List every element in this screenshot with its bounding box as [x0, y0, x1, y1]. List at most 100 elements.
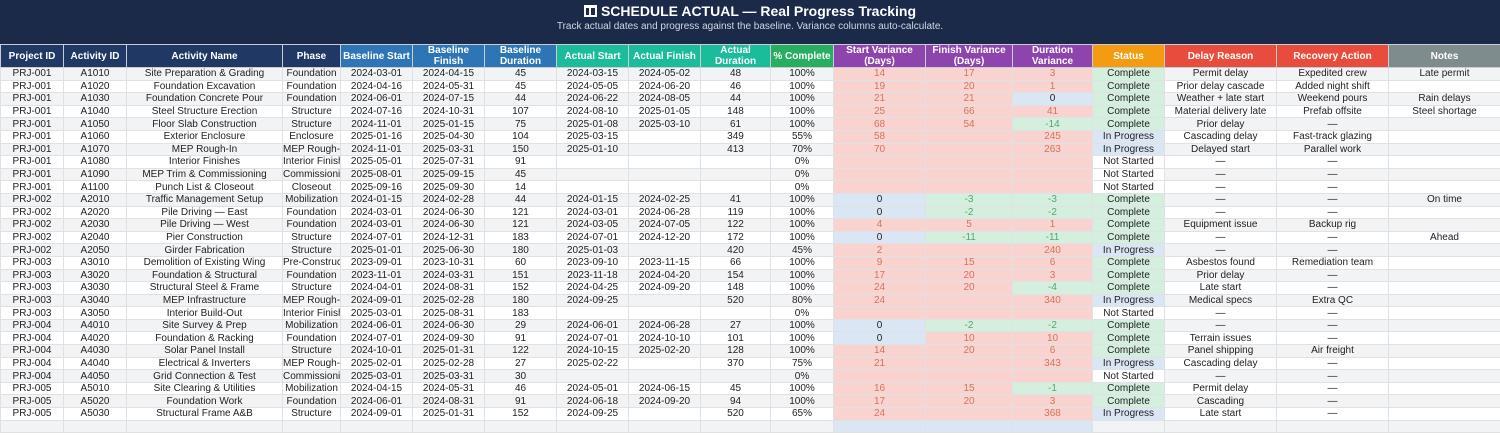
cell-project-id[interactable]: PRJ-001: [0, 155, 64, 169]
cell-start-variance-days[interactable]: 17: [833, 394, 926, 409]
cell-complete[interactable]: 100%: [770, 104, 834, 119]
cell-duration-variance[interactable]: [1012, 369, 1093, 383]
cell-activity-id[interactable]: A2010: [63, 192, 127, 207]
cell-finish-variance-days[interactable]: [925, 180, 1013, 194]
cell-activity-id[interactable]: A1040: [63, 104, 127, 119]
cell-activity-id[interactable]: A1010: [63, 67, 127, 81]
cell-project-id[interactable]: PRJ-003: [0, 268, 64, 283]
cell-baseline-start[interactable]: 2024-04-01: [340, 281, 413, 295]
cell-status[interactable]: Not Started: [1092, 167, 1165, 182]
cell-start-variance-days[interactable]: [833, 306, 926, 320]
cell-actual-start[interactable]: 2025-01-08: [556, 117, 629, 131]
cell-duration-variance[interactable]: 0: [1012, 92, 1093, 106]
cell-status[interactable]: In Progress: [1092, 243, 1165, 257]
cell-phase[interactable]: Interior Finishes: [282, 306, 341, 320]
cell-actual-finish[interactable]: 2024-09-20: [628, 394, 701, 409]
cell-actual-finish[interactable]: [628, 407, 701, 421]
column-header-activity-name[interactable]: Activity Name: [126, 44, 283, 68]
cell-baseline-finish[interactable]: 2024-07-15: [412, 92, 485, 106]
cell-baseline-finish[interactable]: 2024-08-31: [412, 394, 485, 409]
cell-delay-reason[interactable]: Cascading delay: [1164, 129, 1277, 144]
cell-start-variance-days[interactable]: 19: [833, 79, 926, 94]
cell-notes[interactable]: [1388, 167, 1500, 182]
cell-complete[interactable]: 100%: [770, 255, 834, 270]
cell-notes[interactable]: Rain delays: [1388, 92, 1500, 106]
cell-status[interactable]: Complete: [1092, 344, 1165, 358]
cell-delay-reason[interactable]: Medical specs: [1164, 293, 1277, 308]
cell-recovery-action[interactable]: —: [1276, 230, 1389, 245]
cell-notes[interactable]: [1388, 79, 1500, 94]
table-row[interactable]: PRJ-001 A1020 Foundation Excavation Foundat…: [0, 79, 1500, 94]
cell-activity-id[interactable]: A3050: [63, 306, 127, 320]
cell-phase[interactable]: Foundation: [282, 92, 341, 106]
cell-recovery-action[interactable]: —: [1276, 167, 1389, 182]
cell-status[interactable]: In Progress: [1092, 129, 1165, 144]
cell-actual-finish[interactable]: 2024-04-20: [628, 268, 701, 283]
cell-project-id[interactable]: PRJ-001: [0, 67, 64, 81]
cell-activity-name[interactable]: Traffic Management Setup: [126, 192, 283, 207]
cell-notes[interactable]: Late permit: [1388, 67, 1500, 81]
cell-phase[interactable]: Structure: [282, 243, 341, 257]
cell-delay-reason[interactable]: —: [1164, 318, 1277, 333]
cell-activity-id[interactable]: A4010: [63, 318, 127, 333]
table-row[interactable]: PRJ-001 A1060 Exterior Enclosure Enclosure 2…: [0, 129, 1500, 144]
cell-baseline-finish[interactable]: 2025-01-15: [412, 117, 485, 131]
cell-notes[interactable]: [1388, 318, 1500, 333]
cell-baseline-start[interactable]: 2025-02-01: [340, 356, 413, 371]
empty-cell[interactable]: [700, 419, 771, 434]
cell-baseline-finish[interactable]: 2024-02-28: [412, 192, 485, 207]
cell-complete[interactable]: 100%: [770, 268, 834, 283]
cell-status[interactable]: Complete: [1092, 281, 1165, 295]
cell-duration-variance[interactable]: 1: [1012, 79, 1093, 94]
cell-finish-variance-days[interactable]: [925, 155, 1013, 169]
empty-cell[interactable]: [925, 419, 1013, 434]
cell-status[interactable]: Complete: [1092, 381, 1165, 396]
table-row[interactable]: PRJ-003 A3030 Structural Steel & Frame Stru…: [0, 281, 1500, 295]
cell-baseline-finish[interactable]: 2025-09-30: [412, 180, 485, 194]
cell-phase[interactable]: Foundation: [282, 79, 341, 94]
cell-complete[interactable]: 100%: [770, 381, 834, 396]
cell-actual-start[interactable]: 2024-05-01: [556, 381, 629, 396]
cell-baseline-start[interactable]: 2025-03-01: [340, 369, 413, 383]
cell-baseline-duration[interactable]: 152: [484, 281, 557, 295]
cell-activity-id[interactable]: A4030: [63, 344, 127, 358]
cell-baseline-duration[interactable]: 27: [484, 356, 557, 371]
cell-status[interactable]: Complete: [1092, 79, 1165, 94]
cell-start-variance-days[interactable]: 68: [833, 117, 926, 131]
cell-recovery-action[interactable]: Remediation team: [1276, 255, 1389, 270]
cell-start-variance-days[interactable]: 58: [833, 129, 926, 144]
cell-notes[interactable]: On time: [1388, 192, 1500, 207]
cell-baseline-duration[interactable]: 14: [484, 180, 557, 194]
cell-finish-variance-days[interactable]: 20: [925, 344, 1013, 358]
cell-activity-name[interactable]: Foundation Excavation: [126, 79, 283, 94]
cell-duration-variance[interactable]: 6: [1012, 344, 1093, 358]
column-header-baseline-duration[interactable]: Baseline Duration: [484, 44, 557, 68]
cell-project-id[interactable]: PRJ-001: [0, 142, 64, 157]
cell-baseline-duration[interactable]: 44: [484, 92, 557, 106]
cell-complete[interactable]: 100%: [770, 331, 834, 346]
cell-activity-name[interactable]: Foundation Work: [126, 394, 283, 409]
cell-start-variance-days[interactable]: 0: [833, 318, 926, 333]
cell-actual-start[interactable]: 2024-07-01: [556, 331, 629, 346]
cell-duration-variance[interactable]: -1: [1012, 381, 1093, 396]
cell-baseline-start[interactable]: 2024-03-01: [340, 218, 413, 232]
cell-start-variance-days[interactable]: [833, 369, 926, 383]
cell-delay-reason[interactable]: —: [1164, 306, 1277, 320]
cell-delay-reason[interactable]: —: [1164, 167, 1277, 182]
cell-activity-name[interactable]: Foundation & Structural: [126, 268, 283, 283]
cell-complete[interactable]: 0%: [770, 180, 834, 194]
cell-status[interactable]: Complete: [1092, 67, 1165, 81]
cell-project-id[interactable]: PRJ-003: [0, 306, 64, 320]
cell-baseline-start[interactable]: 2025-09-16: [340, 180, 413, 194]
cell-finish-variance-days[interactable]: 15: [925, 255, 1013, 270]
cell-complete[interactable]: 100%: [770, 117, 834, 131]
cell-delay-reason[interactable]: Late start: [1164, 281, 1277, 295]
cell-baseline-finish[interactable]: 2024-04-15: [412, 67, 485, 81]
cell-baseline-duration[interactable]: 30: [484, 369, 557, 383]
cell-complete[interactable]: 65%: [770, 407, 834, 421]
cell-project-id[interactable]: PRJ-002: [0, 192, 64, 207]
cell-baseline-finish[interactable]: 2024-05-31: [412, 381, 485, 396]
cell-baseline-start[interactable]: 2024-06-01: [340, 394, 413, 409]
cell-baseline-start[interactable]: 2024-11-01: [340, 142, 413, 157]
cell-recovery-action[interactable]: —: [1276, 243, 1389, 257]
